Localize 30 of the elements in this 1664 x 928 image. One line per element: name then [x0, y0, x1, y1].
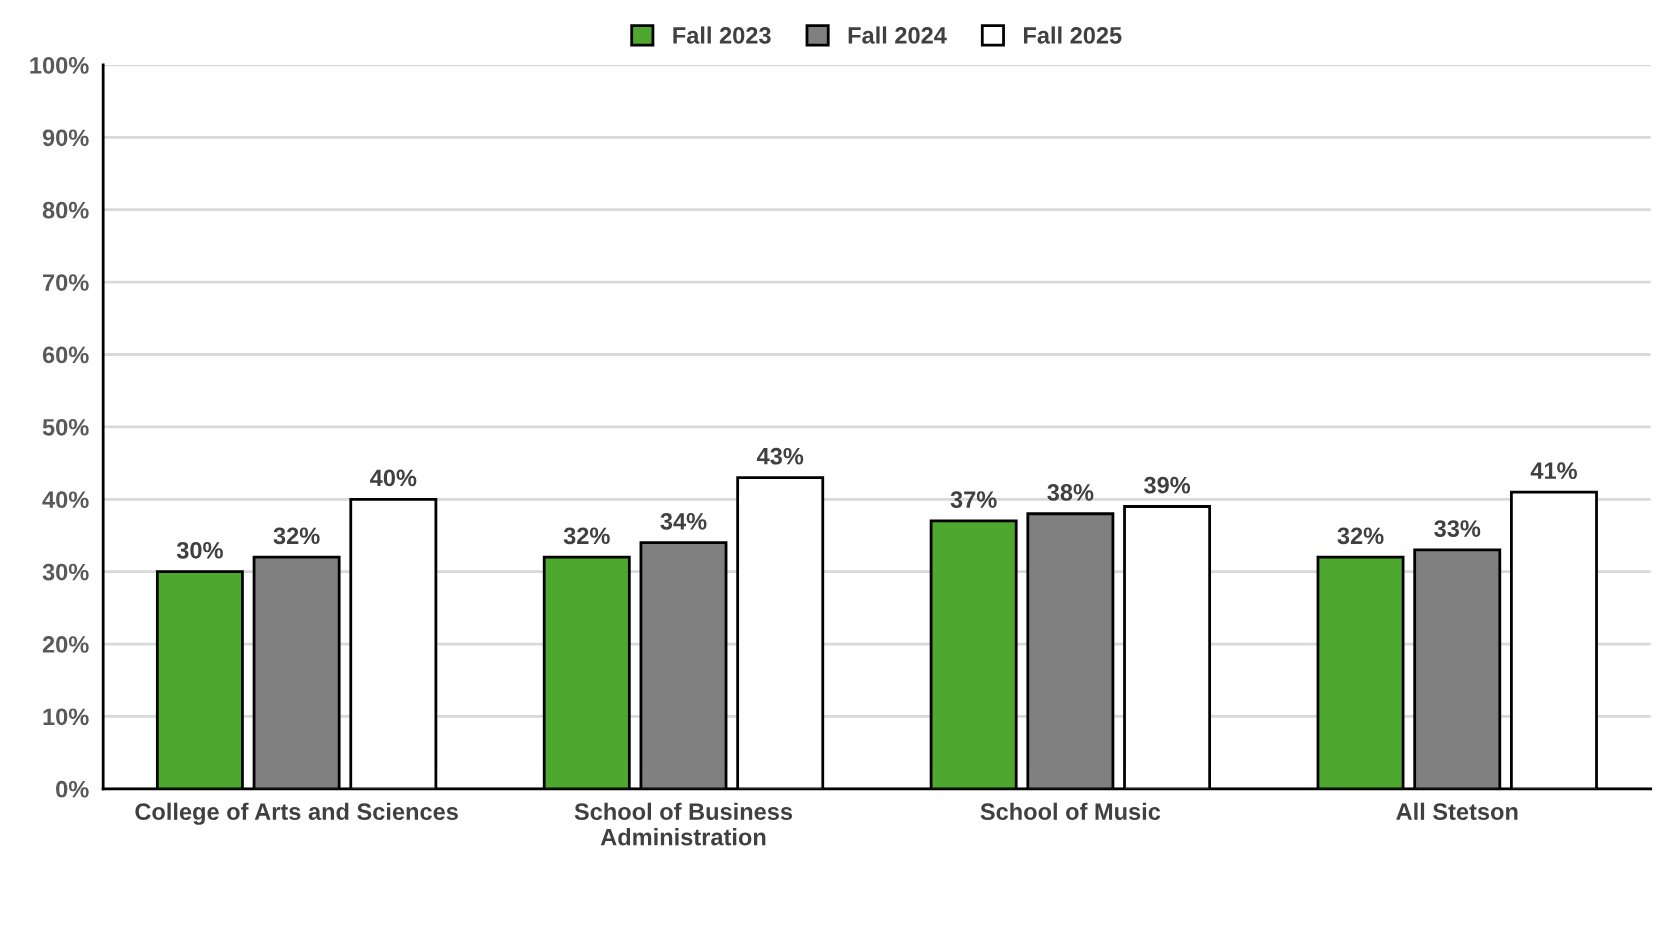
data-label: 41% — [1530, 462, 1577, 479]
legend-label: Fall 2025 — [1024, 26, 1122, 44]
data-label: 40% — [370, 469, 417, 487]
legend-label: Fall 2023 — [673, 26, 771, 44]
data-label: 30% — [176, 541, 223, 559]
y-tick-label: 70% — [43, 274, 89, 291]
data-label: 37% — [950, 491, 997, 509]
y-tick-label: 50% — [42, 418, 89, 436]
y-tick-label: 80% — [42, 201, 89, 219]
x-tick-label: All Stetson — [1396, 802, 1518, 821]
y-tick-label: 100% — [30, 57, 89, 74]
x-tick-label: College of Arts and Sciences — [135, 802, 458, 825]
y-tick-label: 90% — [42, 129, 89, 147]
data-label: 34% — [660, 512, 707, 530]
y-tick-label: 20% — [42, 636, 89, 653]
data-label: 32% — [1337, 527, 1384, 545]
data-label: 38% — [1047, 484, 1094, 501]
data-label: 32% — [273, 527, 320, 545]
legend-label: Fall 2024 — [848, 26, 947, 44]
x-tick-label: School of Business Administration — [574, 802, 793, 846]
data-label: 32% — [563, 527, 610, 545]
y-tick-label: 40% — [42, 491, 89, 509]
data-label: 33% — [1434, 520, 1481, 537]
x-tick-label: School of Music — [980, 802, 1161, 821]
y-tick-label: 0% — [56, 780, 89, 798]
y-tick-label: 60% — [42, 346, 89, 364]
y-tick-label: 10% — [43, 708, 89, 726]
data-label: 39% — [1144, 476, 1191, 494]
y-tick-label: 30% — [42, 563, 89, 581]
data-label: 43% — [756, 447, 804, 465]
